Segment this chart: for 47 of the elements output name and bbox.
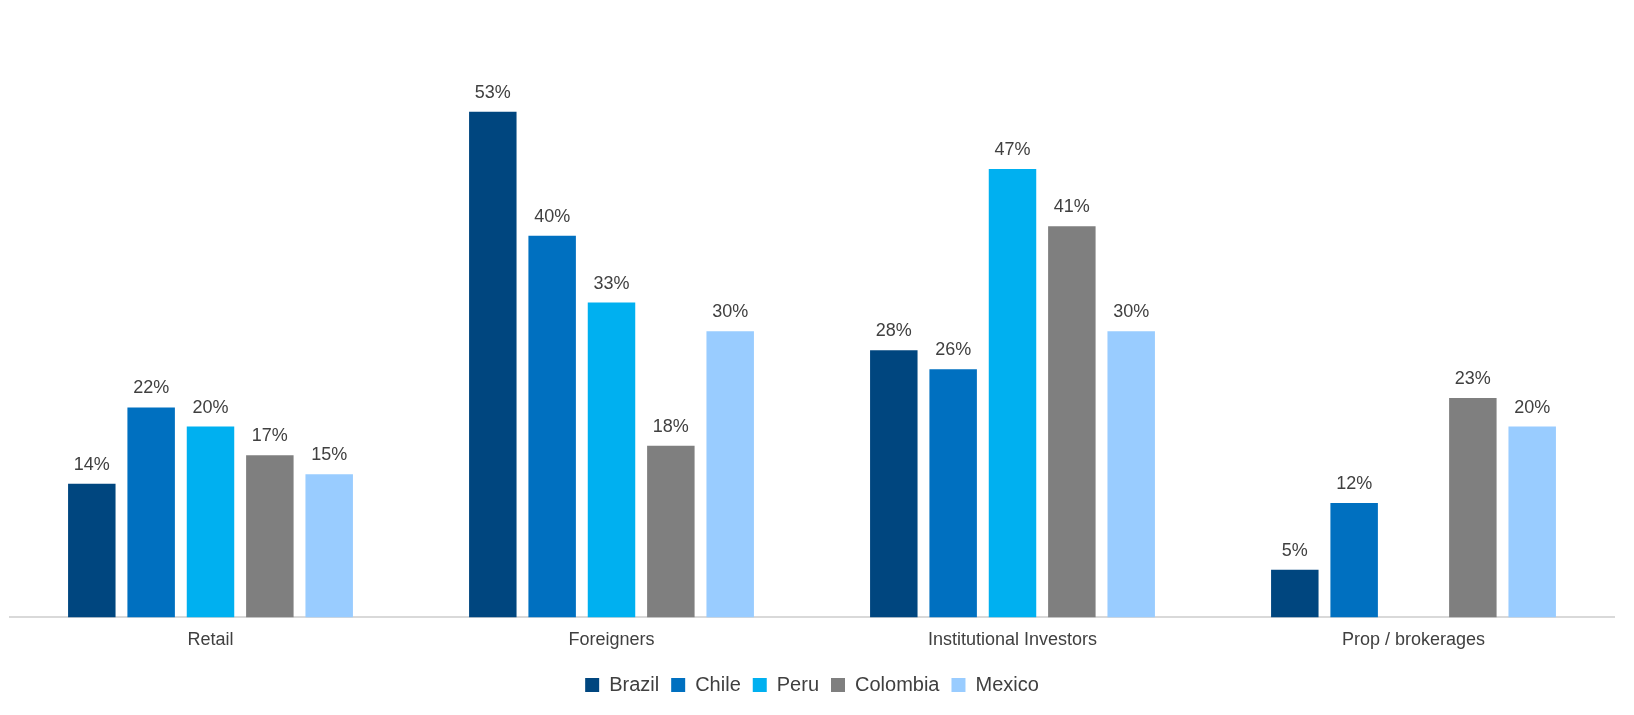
legend-label: Peru [776,672,819,695]
data-label: 41% [1053,196,1090,217]
data-label: 53% [474,81,511,102]
x-tick-label: Foreigners [568,629,655,650]
bar [127,407,175,618]
bar [246,455,294,618]
data-label: 20% [1514,396,1551,417]
bar [528,235,576,618]
bar [1508,426,1556,618]
data-label: 26% [935,339,972,360]
bar [1107,331,1155,618]
data-label: 12% [1336,472,1373,493]
bar [870,350,918,618]
x-tick-label: Prop / brokerages [1341,629,1486,650]
data-label: 5% [1281,539,1308,560]
data-label: 15% [311,444,348,465]
legend-label: Brazil [609,672,660,695]
bar [186,426,235,618]
data-label: 47% [994,138,1031,159]
data-label: 40% [534,205,571,226]
legend-label: Chile [695,672,741,695]
legend-label: Colombia [855,672,941,695]
data-label: 30% [1113,301,1150,322]
bar [1271,569,1319,618]
data-label: 18% [652,415,689,436]
data-label: 23% [1454,367,1491,388]
data-label: 30% [712,301,749,322]
bar [1048,226,1096,618]
bar [929,369,977,618]
data-label: 22% [133,377,170,398]
bar [587,302,636,618]
bar [988,169,1037,618]
bar [1330,502,1378,618]
data-label: 28% [875,320,912,341]
x-tick-label: Retail [187,629,234,650]
data-label: 33% [593,272,630,293]
bar [305,474,353,618]
bar [68,483,116,618]
bar [1449,397,1497,618]
data-label: 17% [251,425,288,446]
data-label: 14% [73,453,110,474]
bar [647,445,695,618]
x-tick-label: Institutional Investors [927,629,1098,650]
bar [469,111,517,618]
bar [706,331,754,618]
data-label: 20% [192,396,229,417]
legend-label: Mexico [975,672,1039,695]
